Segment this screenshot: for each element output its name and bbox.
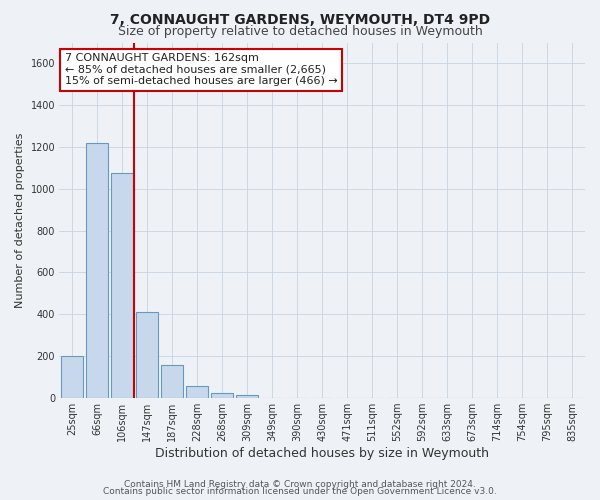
Text: 7 CONNAUGHT GARDENS: 162sqm
← 85% of detached houses are smaller (2,665)
15% of : 7 CONNAUGHT GARDENS: 162sqm ← 85% of det… xyxy=(65,53,337,86)
X-axis label: Distribution of detached houses by size in Weymouth: Distribution of detached houses by size … xyxy=(155,447,489,460)
Bar xyxy=(211,392,233,398)
Bar xyxy=(236,394,259,398)
Bar xyxy=(186,386,208,398)
Text: Contains HM Land Registry data © Crown copyright and database right 2024.: Contains HM Land Registry data © Crown c… xyxy=(124,480,476,489)
Text: Size of property relative to detached houses in Weymouth: Size of property relative to detached ho… xyxy=(118,25,482,38)
Text: 7, CONNAUGHT GARDENS, WEYMOUTH, DT4 9PD: 7, CONNAUGHT GARDENS, WEYMOUTH, DT4 9PD xyxy=(110,12,490,26)
Bar xyxy=(86,143,108,398)
Bar xyxy=(136,312,158,398)
Bar xyxy=(161,366,183,398)
Text: Contains public sector information licensed under the Open Government Licence v3: Contains public sector information licen… xyxy=(103,488,497,496)
Y-axis label: Number of detached properties: Number of detached properties xyxy=(15,132,25,308)
Bar xyxy=(110,173,133,398)
Bar xyxy=(61,356,83,398)
